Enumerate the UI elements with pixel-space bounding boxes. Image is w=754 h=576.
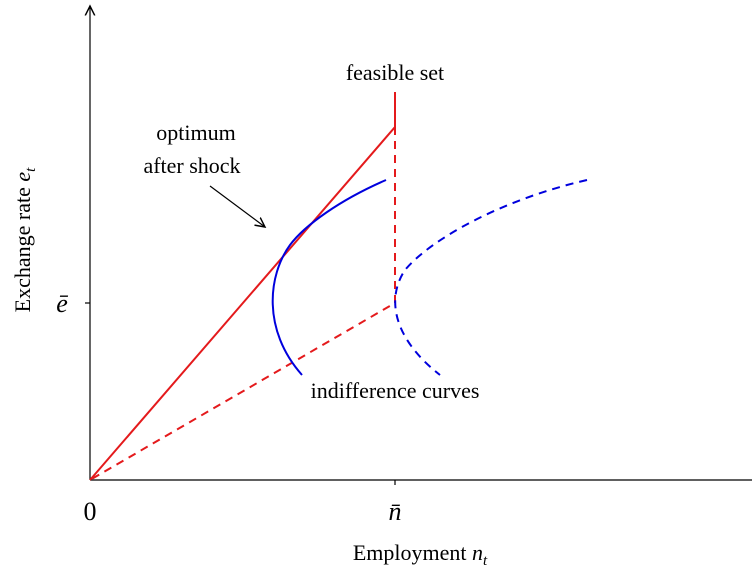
feasible-set-after <box>89 92 396 481</box>
x-label-text: Employment <box>353 540 467 565</box>
y-tick-label: ē <box>56 289 68 318</box>
y-axis-label: Exchange rate et <box>10 167 39 312</box>
x-axis-label: Employment nt <box>353 540 488 569</box>
y-label-variable: e <box>10 172 35 182</box>
indifference-curve-after <box>271 179 387 376</box>
optimum-label: optimum <box>156 120 235 145</box>
x-label-subscript: t <box>483 553 488 569</box>
y-label-subscript: t <box>23 167 39 172</box>
y-label-text: Exchange rate <box>10 187 35 312</box>
annotation-arrow <box>209 185 265 227</box>
x-label-variable: n <box>472 540 483 565</box>
indifference-label: indifference curves <box>311 378 480 403</box>
optimum-label: after shock <box>143 153 240 178</box>
feasible-set-label: feasible set <box>346 60 444 85</box>
x-tick-label: n̄ <box>389 497 402 526</box>
origin-label: 0 <box>84 497 97 526</box>
indifference-curve-before <box>394 179 588 376</box>
